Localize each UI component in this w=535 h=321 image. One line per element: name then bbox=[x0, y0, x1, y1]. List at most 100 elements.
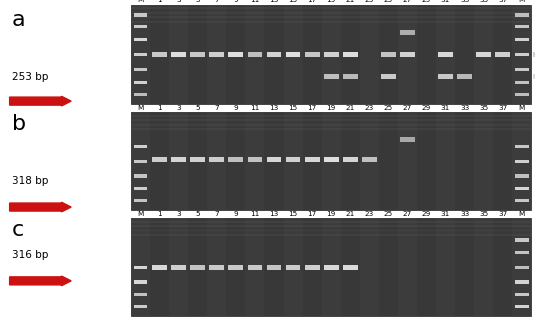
Bar bbox=[131, 119, 531, 121]
Bar bbox=[150, 5, 169, 104]
Bar bbox=[436, 5, 455, 104]
Text: 35: 35 bbox=[479, 0, 488, 3]
Bar bbox=[533, 74, 535, 79]
Bar bbox=[343, 157, 358, 162]
Text: b: b bbox=[12, 114, 26, 134]
Bar bbox=[493, 112, 512, 210]
Bar bbox=[515, 93, 529, 96]
Bar bbox=[131, 7, 531, 9]
Text: M: M bbox=[137, 211, 144, 217]
Bar bbox=[150, 112, 169, 210]
Text: 23: 23 bbox=[365, 105, 374, 111]
Text: 13: 13 bbox=[269, 0, 279, 3]
Bar bbox=[248, 157, 262, 162]
Bar bbox=[134, 68, 148, 71]
Bar bbox=[455, 5, 474, 104]
Text: 13: 13 bbox=[269, 211, 279, 217]
Bar bbox=[304, 265, 319, 270]
Bar bbox=[152, 52, 167, 57]
Bar bbox=[493, 5, 512, 104]
Text: 1: 1 bbox=[157, 0, 162, 3]
Text: 31: 31 bbox=[441, 105, 450, 111]
Text: M: M bbox=[137, 105, 144, 111]
Text: 19: 19 bbox=[326, 211, 336, 217]
Text: 31: 31 bbox=[441, 211, 450, 217]
Text: 11: 11 bbox=[250, 211, 259, 217]
Bar bbox=[131, 128, 531, 130]
Bar bbox=[417, 112, 436, 210]
Bar bbox=[226, 218, 246, 316]
Bar bbox=[495, 52, 510, 57]
Text: 33: 33 bbox=[460, 211, 469, 217]
Bar bbox=[134, 145, 148, 148]
Bar bbox=[379, 218, 398, 316]
Bar bbox=[171, 265, 186, 270]
Bar bbox=[134, 81, 148, 84]
Text: 15: 15 bbox=[288, 0, 297, 3]
Bar bbox=[190, 52, 205, 57]
Text: M: M bbox=[518, 211, 525, 217]
Text: 37: 37 bbox=[498, 211, 507, 217]
Bar bbox=[248, 52, 262, 57]
Text: 7: 7 bbox=[215, 105, 219, 111]
Text: 9: 9 bbox=[234, 105, 238, 111]
Bar bbox=[134, 305, 148, 308]
FancyArrow shape bbox=[10, 202, 71, 212]
Bar bbox=[131, 5, 150, 104]
Bar bbox=[515, 238, 529, 241]
Bar bbox=[512, 5, 531, 104]
Bar bbox=[131, 16, 531, 18]
Bar bbox=[131, 124, 531, 126]
Bar bbox=[207, 218, 226, 316]
Text: 17: 17 bbox=[308, 211, 317, 217]
Bar bbox=[417, 5, 436, 104]
Bar bbox=[134, 38, 148, 41]
Text: 5: 5 bbox=[195, 211, 200, 217]
Text: 253 bp: 253 bp bbox=[12, 72, 48, 82]
Bar bbox=[207, 5, 226, 104]
Text: 29: 29 bbox=[422, 211, 431, 217]
Bar bbox=[436, 112, 455, 210]
Bar bbox=[515, 305, 529, 308]
Bar bbox=[286, 265, 301, 270]
Bar bbox=[515, 251, 529, 254]
Bar bbox=[343, 74, 358, 79]
Text: 27: 27 bbox=[403, 105, 412, 111]
Bar bbox=[226, 5, 246, 104]
Bar bbox=[150, 218, 169, 316]
Bar bbox=[455, 112, 474, 210]
Bar bbox=[286, 157, 301, 162]
Bar bbox=[152, 265, 167, 270]
Text: 3: 3 bbox=[177, 211, 181, 217]
Bar bbox=[303, 218, 322, 316]
Bar bbox=[515, 25, 529, 29]
Text: 17: 17 bbox=[308, 105, 317, 111]
Bar bbox=[209, 265, 224, 270]
Text: 29: 29 bbox=[422, 105, 431, 111]
Bar bbox=[533, 52, 535, 57]
Bar bbox=[266, 265, 281, 270]
Text: 15: 15 bbox=[288, 105, 297, 111]
Text: 35: 35 bbox=[479, 105, 488, 111]
Bar bbox=[131, 112, 150, 210]
Bar bbox=[188, 218, 207, 316]
Bar bbox=[188, 5, 207, 104]
Bar bbox=[379, 5, 398, 104]
Bar bbox=[515, 53, 529, 56]
Bar bbox=[190, 265, 205, 270]
Bar bbox=[286, 52, 301, 57]
Bar bbox=[324, 52, 339, 57]
Bar bbox=[246, 112, 264, 210]
Text: 1: 1 bbox=[157, 211, 162, 217]
Bar bbox=[134, 13, 148, 16]
Bar bbox=[381, 74, 396, 79]
Bar bbox=[169, 112, 188, 210]
Text: 13: 13 bbox=[269, 105, 279, 111]
Text: 19: 19 bbox=[326, 105, 336, 111]
Bar bbox=[209, 52, 224, 57]
Text: 15: 15 bbox=[288, 211, 297, 217]
Bar bbox=[400, 137, 415, 143]
Bar bbox=[400, 30, 415, 35]
Bar bbox=[515, 174, 529, 178]
Bar bbox=[360, 112, 379, 210]
